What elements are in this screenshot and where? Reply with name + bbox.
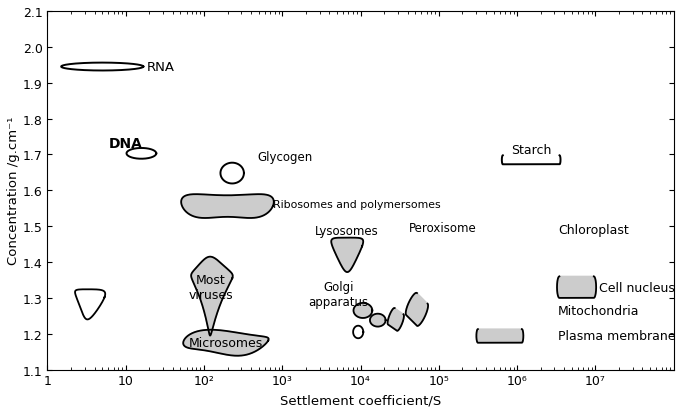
Polygon shape <box>353 303 372 318</box>
Polygon shape <box>191 257 232 336</box>
Text: Most
viruses: Most viruses <box>188 273 233 301</box>
Polygon shape <box>75 290 105 320</box>
Polygon shape <box>387 308 404 331</box>
Text: Golgi
apparatus: Golgi apparatus <box>309 281 369 309</box>
Text: Chloroplast: Chloroplast <box>558 224 628 237</box>
Polygon shape <box>332 238 363 273</box>
X-axis label: Settlement coefficient/S: Settlement coefficient/S <box>280 393 441 406</box>
Text: Peroxisome: Peroxisome <box>409 221 477 234</box>
Polygon shape <box>502 156 560 165</box>
Text: Microsomes: Microsomes <box>188 337 263 349</box>
Polygon shape <box>181 195 274 218</box>
Polygon shape <box>406 293 428 326</box>
Text: Starch: Starch <box>511 144 551 157</box>
Text: Lysosomes: Lysosomes <box>315 224 379 237</box>
Text: Cell nucleus: Cell nucleus <box>600 281 675 294</box>
Polygon shape <box>477 329 524 343</box>
Polygon shape <box>61 64 143 71</box>
Text: Mitochondria: Mitochondria <box>558 304 639 317</box>
Polygon shape <box>370 314 385 327</box>
Text: Glycogen: Glycogen <box>258 151 313 164</box>
Text: Plasma membrane: Plasma membrane <box>558 329 675 342</box>
Polygon shape <box>353 326 363 338</box>
Y-axis label: Concentration /g.cm⁻¹: Concentration /g.cm⁻¹ <box>7 117 20 265</box>
Text: Ribosomes and polymersomes: Ribosomes and polymersomes <box>273 199 440 209</box>
Text: RNA: RNA <box>147 61 175 74</box>
Polygon shape <box>221 163 244 184</box>
Text: DNA: DNA <box>109 136 142 150</box>
Polygon shape <box>183 330 269 356</box>
Polygon shape <box>557 277 596 298</box>
Polygon shape <box>126 149 156 159</box>
